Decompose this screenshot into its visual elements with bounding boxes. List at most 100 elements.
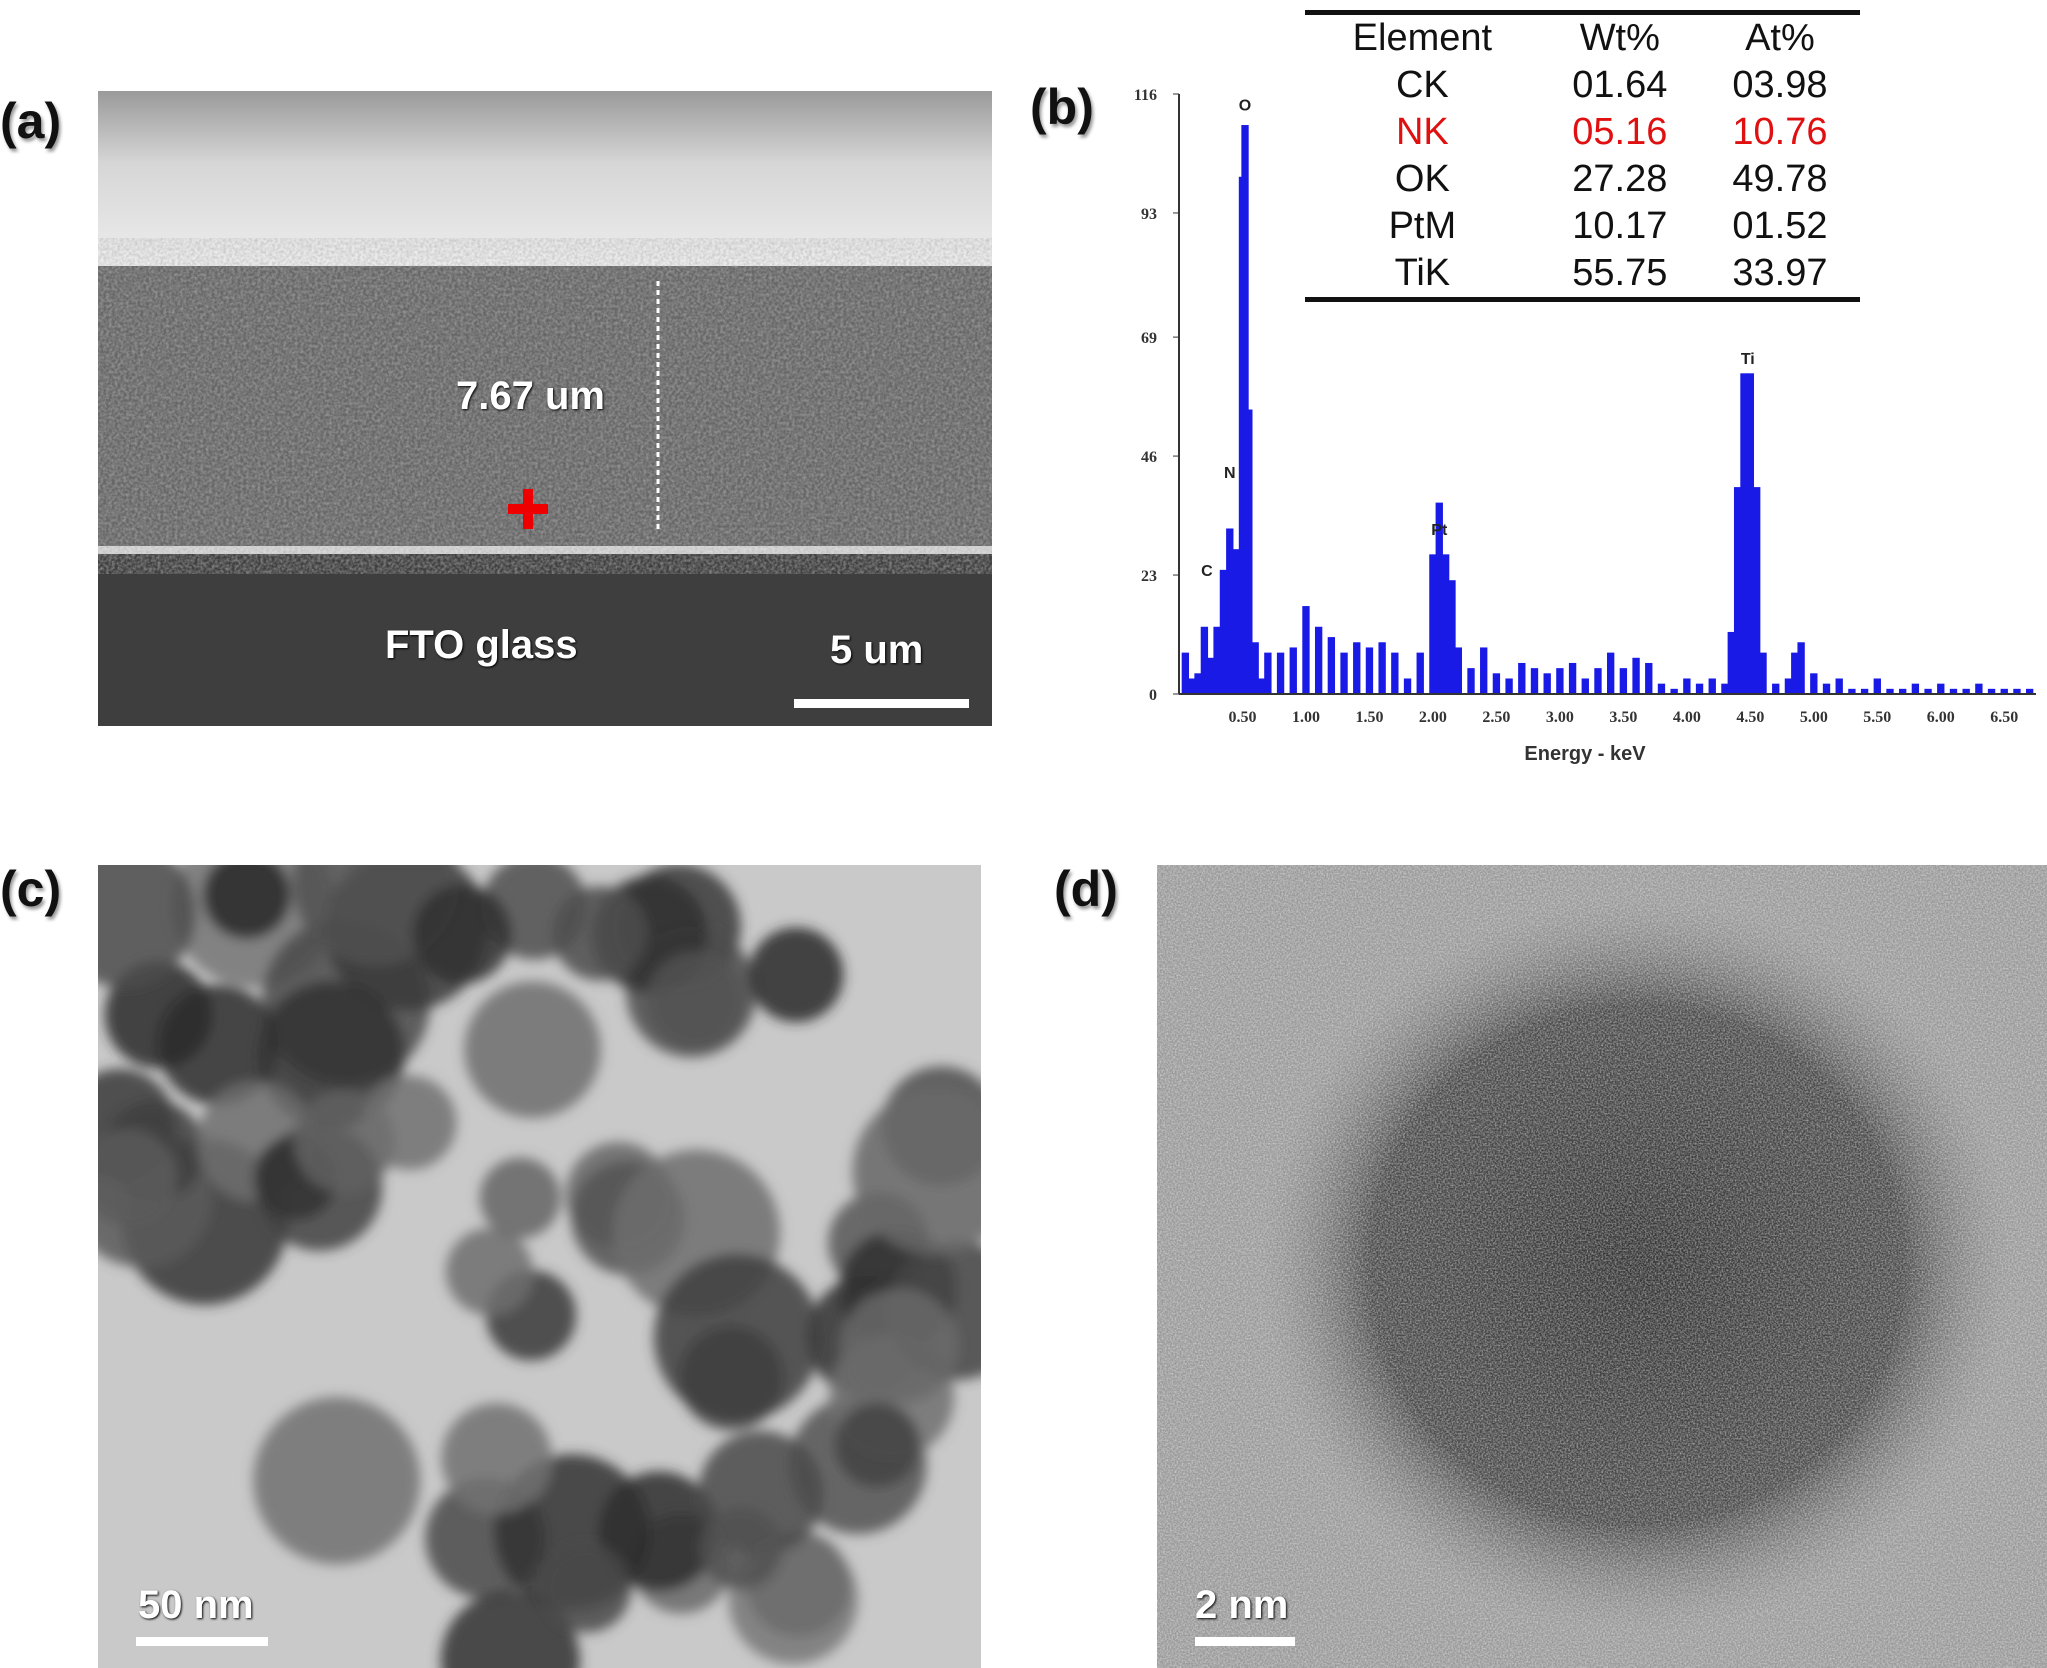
header-element: Element: [1352, 17, 1493, 59]
cell: CK: [1395, 64, 1449, 106]
table-row: OK 27.28 49.78: [1305, 156, 1860, 203]
x-axis-label: Energy - keV: [1524, 743, 1646, 765]
spectrum-bar: [1683, 678, 1691, 694]
spectrum-bar: [1873, 678, 1881, 694]
peak-label: C: [1201, 563, 1213, 580]
spectrum-bar: [1441, 554, 1450, 694]
spectrum-bar: [1594, 668, 1602, 694]
cell: 05.16: [1572, 111, 1668, 153]
spectrum-bar: [1302, 606, 1310, 694]
spectrum-bar: [1530, 668, 1539, 694]
spectrum-bar: [1391, 652, 1399, 694]
y-tick-label: 69: [1141, 330, 1157, 347]
peak-label: O: [1239, 98, 1251, 115]
x-tick-label: 5.00: [1800, 709, 1828, 726]
nanoparticle: [541, 1543, 632, 1633]
cell: 55.75: [1572, 252, 1668, 294]
spectrum-bar: [1251, 642, 1259, 694]
spectrum-bar: [1810, 673, 1818, 694]
nanoparticle: [412, 884, 512, 984]
spectrum-bar: [1924, 688, 1932, 694]
nanoparticle: [852, 1089, 981, 1255]
spectrum-bar: [1188, 678, 1196, 694]
y-tick-label: 116: [1134, 87, 1157, 104]
x-tick-label: 6.00: [1927, 709, 1955, 726]
spectrum-bar: [1797, 642, 1805, 694]
spectrum-bar: [1365, 647, 1374, 694]
spectrum-bar: [1264, 652, 1272, 694]
table-row: TiK 55.75 33.97: [1305, 250, 1860, 297]
table-row: NK 05.16 10.76: [1305, 109, 1860, 156]
spectrum-bar: [1645, 662, 1653, 694]
spectrum-bar: [1822, 683, 1831, 694]
spectrum-bar: [1860, 688, 1869, 694]
table-row: PtM 10.17 01.52: [1305, 203, 1860, 250]
spectrum-bar: [1568, 662, 1577, 694]
spectrum-bar: [2025, 688, 2034, 694]
spectrum-bar: [1911, 683, 1920, 694]
x-tick-label: 5.50: [1863, 709, 1891, 726]
x-tick-label: 3.50: [1609, 709, 1637, 726]
spectrum-bar: [1232, 549, 1240, 694]
tem-particles: [98, 865, 981, 1668]
x-tick-label: 1.50: [1355, 709, 1383, 726]
scale-bar-a: [794, 699, 969, 708]
cell: 27.28: [1572, 158, 1668, 200]
spectrum-bar: [1219, 569, 1228, 694]
spectrum-bar: [1403, 678, 1412, 694]
cell: TiK: [1394, 252, 1451, 294]
peak-label: Ti: [1741, 351, 1755, 368]
spectrum-bar: [1245, 409, 1253, 694]
panel-label-b: (b): [1030, 79, 1094, 135]
sem-cross-section-image: 7.67 um FTO glass 5 um: [98, 91, 992, 726]
sem-texture: [98, 266, 992, 546]
spectrum-bar: [1746, 373, 1755, 694]
header-at: At%: [1745, 17, 1815, 59]
spectrum-bar: [1695, 683, 1704, 694]
hrtem-image: 2 nm: [1157, 865, 2047, 1668]
spectrum-bar: [1937, 683, 1945, 694]
cell: OK: [1394, 158, 1450, 200]
nanoparticle: [599, 1471, 719, 1591]
x-tick-label: 2.00: [1419, 709, 1447, 726]
hrtem-texture: [1157, 865, 2047, 1668]
spectrum-bar: [1276, 652, 1285, 694]
spectrum-bar: [1416, 652, 1424, 694]
spectrum-bar: [1987, 688, 1996, 694]
nanoparticle: [748, 927, 844, 1023]
eds-spectrum-chart: 0 23 46 69 93 116 0.50 1.00 1.50 2.00 2.50 3.00 3.50…: [1134, 87, 2036, 765]
spectrum-bar: [1721, 683, 1729, 694]
spectrum-bar: [1200, 626, 1209, 694]
cell: 03.98: [1732, 64, 1828, 106]
x-tick-label: 2.50: [1482, 709, 1510, 726]
spectrum-bar: [1207, 657, 1215, 694]
panel-label-c: (c): [0, 861, 62, 917]
x-tick-label: 1.00: [1292, 709, 1320, 726]
spectrum-bar: [1899, 688, 1907, 694]
spectrum-bar: [2000, 688, 2008, 694]
scale-label-d: 2 nm: [1195, 1583, 1289, 1627]
nanoparticle: [98, 1129, 178, 1226]
spectrum-bar: [1670, 688, 1678, 694]
spectrum-bar: [1448, 580, 1456, 694]
nanoparticle: [834, 1402, 920, 1487]
nanoparticle: [362, 1075, 457, 1170]
panel-label-d: (d): [1054, 861, 1118, 917]
eds-composition-table: Element Wt% At% CK 01.64 03.98 NK 05.16 10.76 …: [1305, 10, 1860, 302]
x-tick-label: 4.50: [1736, 709, 1764, 726]
spectrum-bar: [1848, 688, 1856, 694]
cell: 33.97: [1732, 252, 1828, 294]
substrate-label: FTO glass: [385, 623, 578, 667]
nanoparticle: [653, 1253, 821, 1421]
spectrum-bar: [1835, 678, 1843, 694]
scale-bar-d: [1195, 1637, 1295, 1646]
spectrum-bar: [1949, 688, 1958, 694]
spectrum-bar: [1353, 642, 1361, 694]
cell: 49.78: [1732, 158, 1828, 200]
table-row: CK 01.64 03.98: [1305, 62, 1860, 109]
spectrum-bar: [1581, 678, 1589, 694]
x-tick-label: 0.50: [1228, 709, 1256, 726]
spectrum-bar: [1226, 528, 1234, 694]
spectrum-bar: [1784, 678, 1793, 694]
spectrum-bar: [1429, 554, 1437, 694]
